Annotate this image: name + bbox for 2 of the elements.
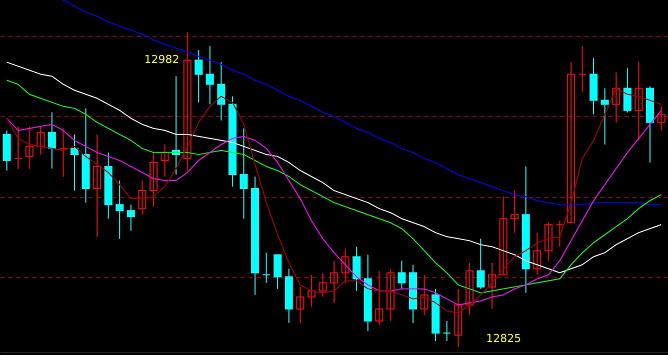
annotation: 12825 (486, 332, 522, 345)
annotation: 12982 (144, 53, 180, 66)
